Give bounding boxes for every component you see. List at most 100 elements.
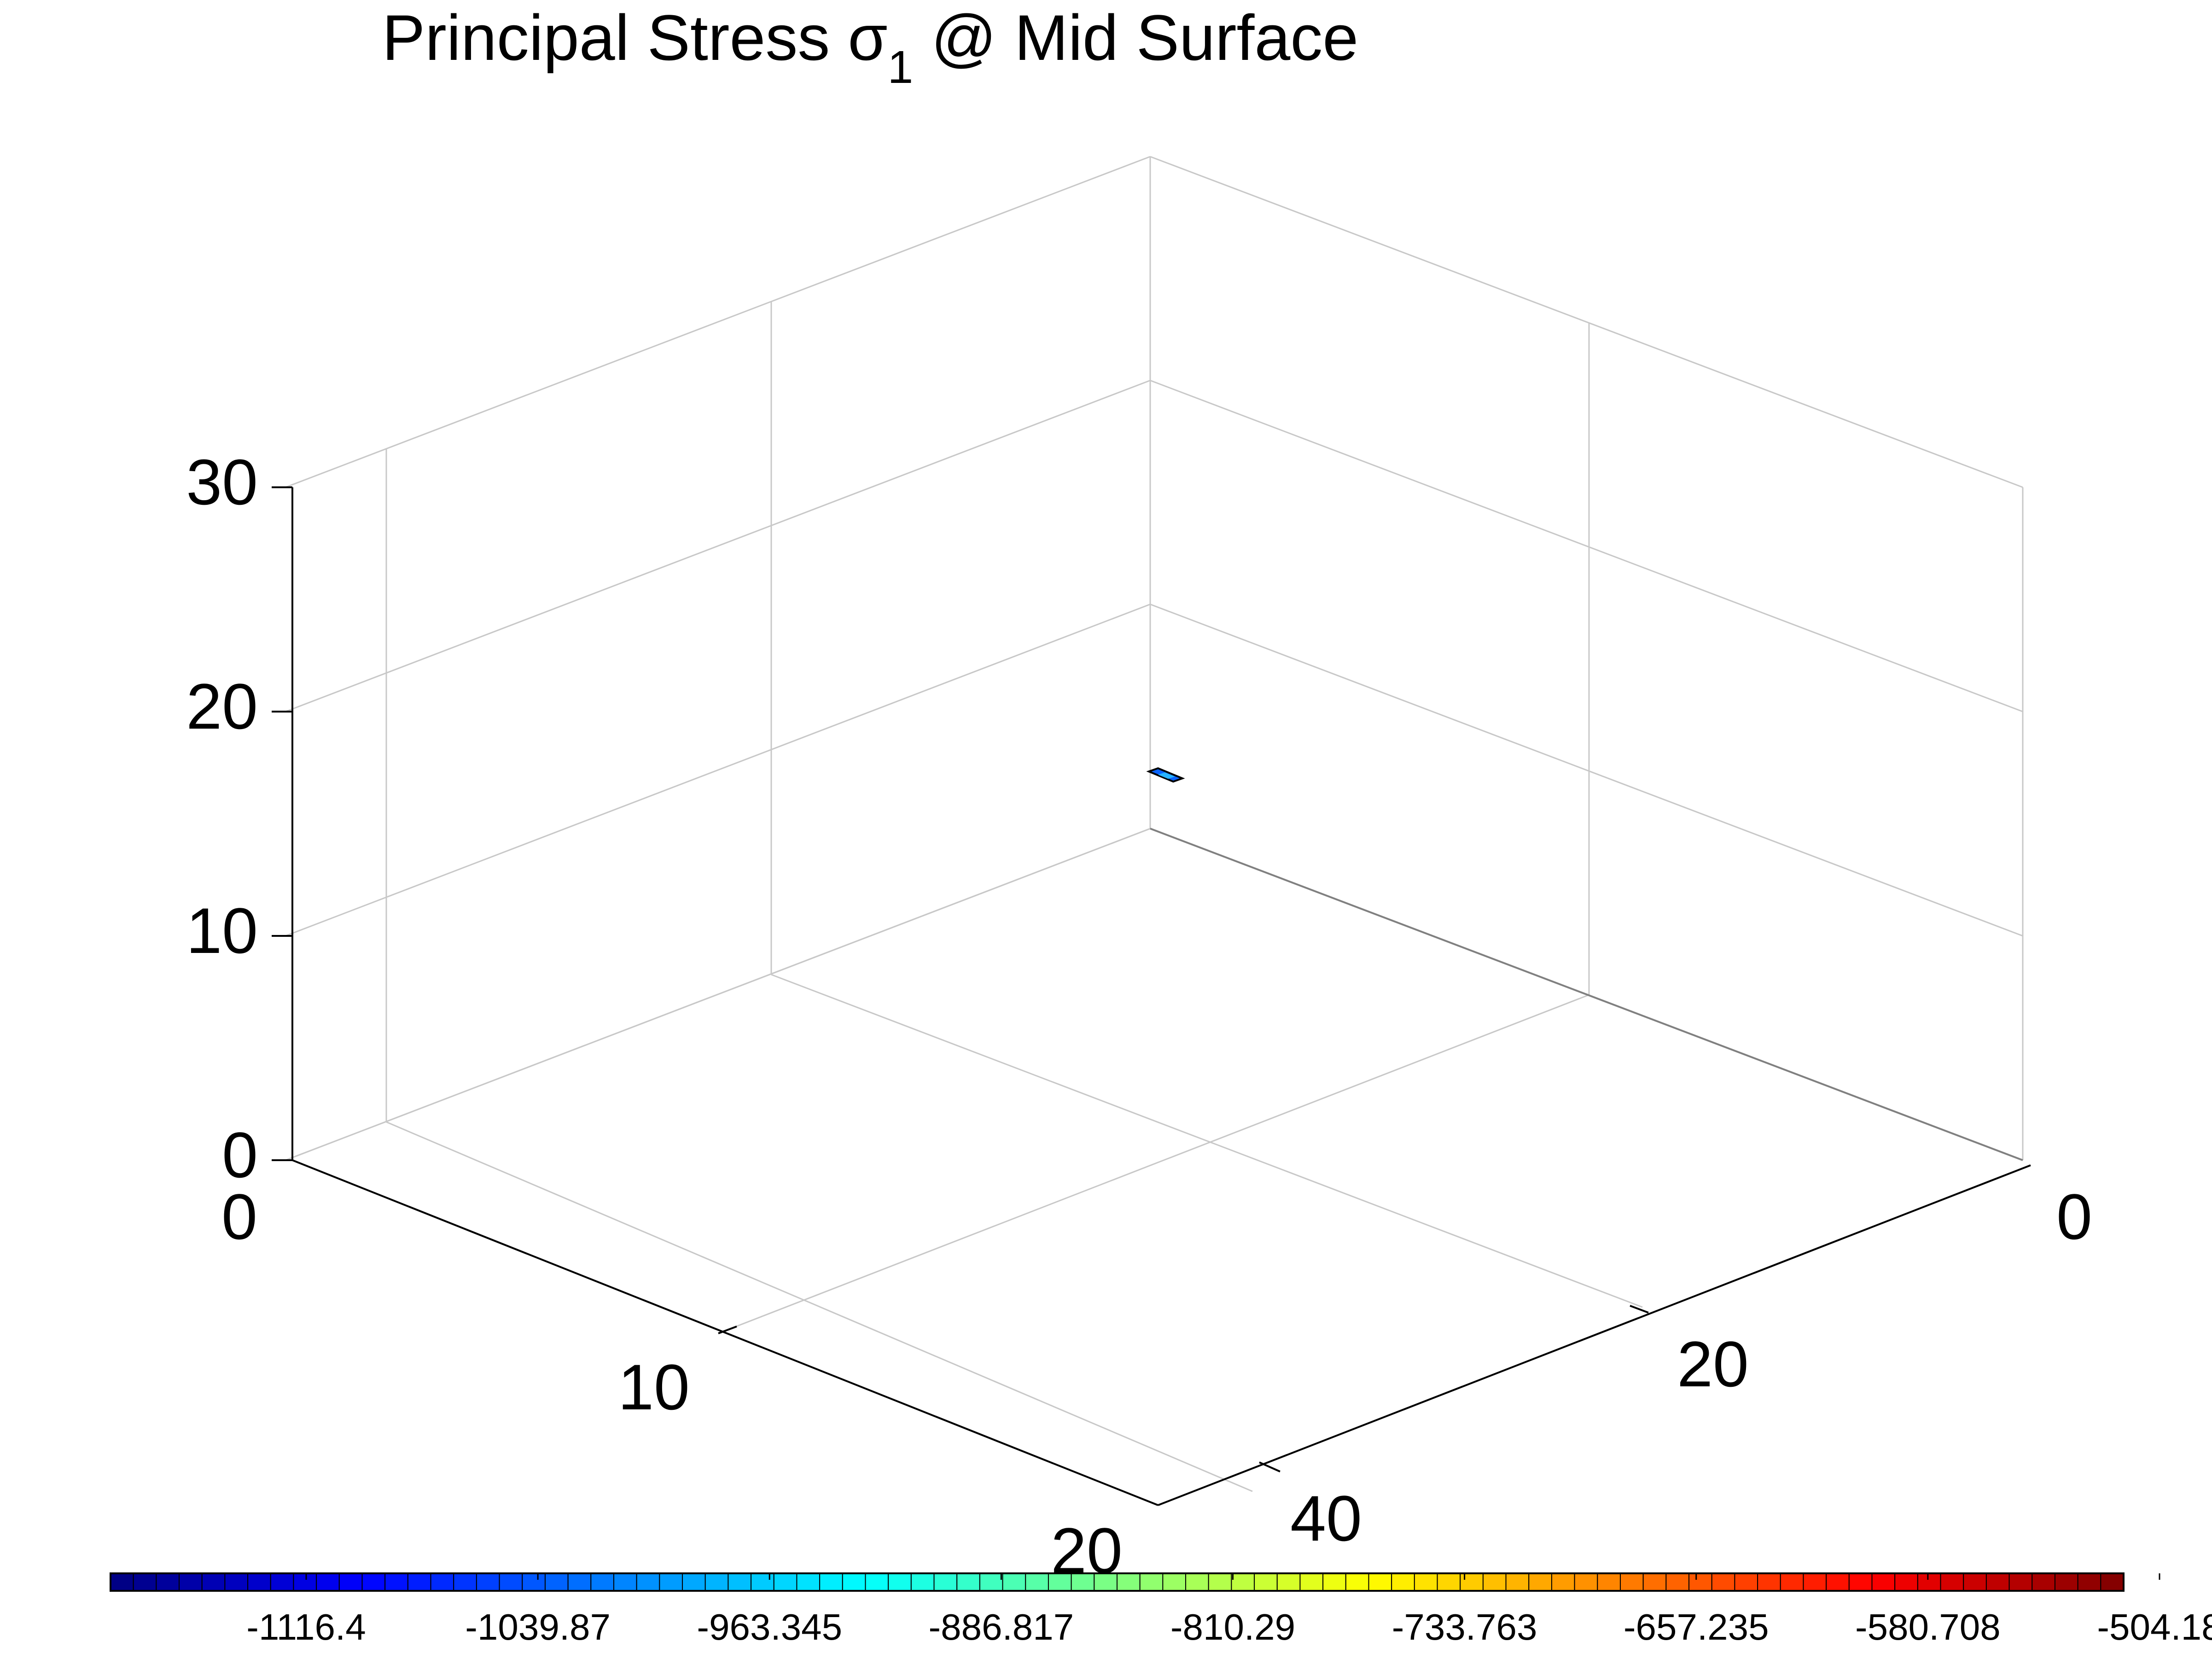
colorbar-cell (1048, 1573, 1072, 1591)
colorbar-cell (430, 1573, 454, 1591)
colorbar-labels: -1116.4 -1039.87 -963.345 -886.817 -810.29 -7… (246, 1606, 2212, 1647)
colorbar-cell (682, 1573, 706, 1591)
colorbar-cell (613, 1573, 637, 1591)
x-tick (718, 1326, 737, 1334)
colorbar-cell (1414, 1573, 1438, 1591)
y-tick (1259, 1461, 1281, 1472)
colorbar-cell (1848, 1573, 1873, 1591)
colorbar-cell (2008, 1573, 2033, 1591)
colorbar-cell (179, 1573, 203, 1591)
colorbar-cell (544, 1573, 569, 1591)
colorbar-tick-label: -810.29 (1170, 1606, 1295, 1647)
colorbar-cell (1276, 1573, 1301, 1591)
grid-line (285, 828, 1151, 1161)
colorbar-cell (1780, 1573, 1804, 1591)
colorbar-border (110, 1572, 2125, 1592)
colorbar-cell (1803, 1573, 1827, 1591)
y-tick-label: 20 (1677, 1328, 1749, 1400)
colorbar-cell (751, 1573, 774, 1591)
colorbar-tick-label: -504.18 (2097, 1606, 2212, 1647)
colorbar-cell (407, 1573, 431, 1591)
colorbar-cell (1437, 1573, 1461, 1591)
grid-line (1150, 380, 2023, 713)
colorbar-cell (476, 1573, 500, 1591)
x-tick-label: 10 (618, 1351, 690, 1423)
colorbar-cell (819, 1573, 843, 1591)
colorbar-cell (1620, 1573, 1644, 1591)
colorbar-cell (293, 1573, 317, 1591)
colorbar-cell (567, 1573, 592, 1591)
surface-patch-face-light (1158, 772, 1175, 779)
colorbar-cell (1826, 1573, 1850, 1591)
colorbar-cell (1597, 1573, 1621, 1591)
colorbar-cell (247, 1573, 271, 1591)
chart-title: Principal Stress σ1 @ Mid Surface (382, 1, 1358, 93)
colorbar-cell (1642, 1573, 1667, 1591)
tick-marks (272, 486, 1649, 1472)
colorbar-cell (453, 1573, 477, 1591)
z-tick-label: 20 (186, 670, 258, 742)
z-tick-labels: 30 20 10 0 (186, 446, 258, 1191)
colorbar-cell (1162, 1573, 1187, 1591)
colorbar-cell (1071, 1573, 1095, 1591)
grid-line (386, 1121, 1253, 1492)
colorbar-cell (338, 1573, 363, 1591)
colorbar-cell (1094, 1573, 1118, 1591)
colorbar-tick-label: -733.763 (1392, 1606, 1537, 1647)
colorbar-cell (361, 1573, 386, 1591)
colorbar-cell (1299, 1573, 1324, 1591)
colorbar-cell (659, 1573, 683, 1591)
colorbar-cell (110, 1573, 134, 1591)
colorbar-cell (796, 1573, 821, 1591)
colorbar-cell (1460, 1573, 1484, 1591)
colorbar-cell (1711, 1573, 1735, 1591)
colorbar-cell (590, 1573, 615, 1591)
colorbar-cell (1254, 1573, 1278, 1591)
colorbar-cell (636, 1573, 660, 1591)
colorbar-cell (133, 1573, 157, 1591)
colorbar-cell (933, 1573, 958, 1591)
colorbar-cell (201, 1573, 226, 1591)
x-axis-line (292, 1159, 1158, 1506)
colorbar-cell (156, 1573, 180, 1591)
colorbar-cell (1734, 1573, 1758, 1591)
y-tick (1630, 1305, 1649, 1314)
y-axis-line (1158, 1164, 2031, 1506)
colorbar-cell (1368, 1573, 1392, 1591)
colorbar-cell (1482, 1573, 1507, 1591)
chart-title-rest: @ Mid Surface (913, 1, 1358, 74)
colorbar-cell (1345, 1573, 1369, 1591)
y-tick-label: 0 (2056, 1180, 2092, 1253)
colorbar-cell (224, 1573, 249, 1591)
colorbar-tick-label: -657.235 (1624, 1606, 1769, 1647)
colorbar-cell (1231, 1573, 1255, 1591)
surface-patch (1146, 767, 1185, 783)
colorbar-cell (2054, 1573, 2078, 1591)
grid-line (771, 974, 1643, 1308)
colorbar-cell (1322, 1573, 1346, 1591)
colorbar-cell (2077, 1573, 2101, 1591)
colorbar-cell (773, 1573, 797, 1591)
z-tick-label: 30 (186, 446, 258, 518)
colorbar-tick-label: -1039.87 (465, 1606, 611, 1647)
colorbar-cell (842, 1573, 866, 1591)
colorbar-tick-label: -1116.4 (246, 1606, 366, 1647)
colorbar-cell (2100, 1573, 2125, 1591)
z-tick-label: 0 (222, 1119, 258, 1191)
grid-line (1150, 156, 2023, 488)
colorbar-cell (1505, 1573, 1530, 1591)
colorbar-tick-label: -886.817 (928, 1606, 1074, 1647)
grid-line (1150, 603, 2023, 937)
grid-line (285, 603, 1151, 937)
colorbar-cell (888, 1573, 912, 1591)
colorbar-cell (1025, 1573, 1049, 1591)
chart-title-subscript: 1 (888, 41, 914, 93)
colorbar-cell (1665, 1573, 1690, 1591)
colorbar (110, 1572, 2160, 1592)
floor-back-edge (1150, 828, 2023, 1161)
chart-title-main: Principal Stress (382, 1, 848, 74)
colorbar-cell (1985, 1573, 2010, 1591)
colorbar-cell (865, 1573, 889, 1591)
colorbar-cell (522, 1573, 546, 1591)
